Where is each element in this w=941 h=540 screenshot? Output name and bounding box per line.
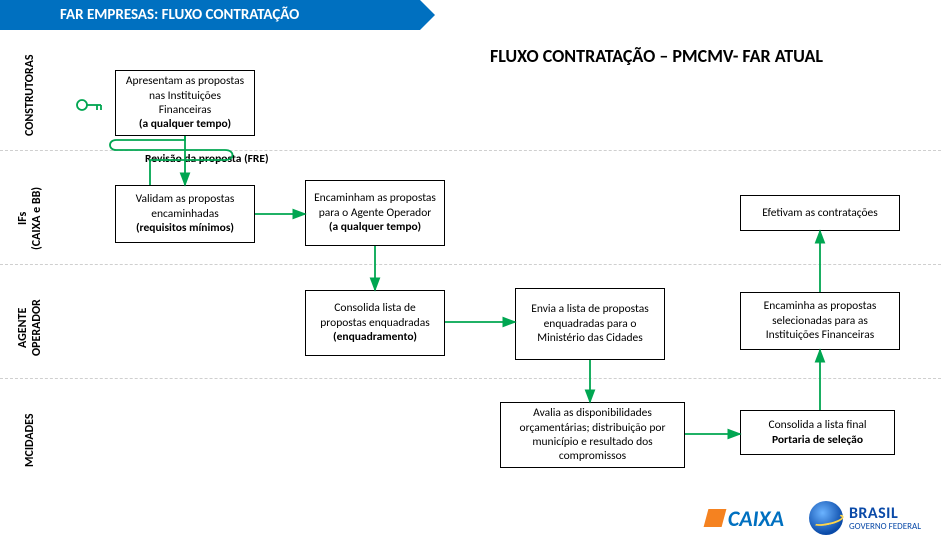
revision-label: Revisão da proposta (FRE) [145, 152, 269, 166]
lane-label-construtoras: CONSTRUTORAS [20, 48, 40, 143]
brasil-globe-icon [809, 501, 843, 535]
lane-divider [0, 378, 941, 379]
page-subtitle: FLUXO CONTRATAÇÃO – PMCMV- FAR ATUAL [490, 45, 823, 67]
brasil-top: BRASIL [849, 506, 921, 522]
lane-divider [0, 150, 941, 151]
lane-label-ifs: IFs (CAIXA e BB) [20, 178, 40, 258]
flow-box-b9: Efetivam as contratações [740, 195, 900, 231]
flow-box-b4: Consolida lista de propostas enquadradas… [305, 290, 445, 356]
caixa-square-icon [703, 509, 726, 527]
flow-box-b6: Avalia as disponibilidades orçamentárias… [500, 402, 685, 468]
brasil-bottom: GOVERNO FEDERAL [849, 521, 921, 532]
flow-box-b1: Apresentam as propostas nas Instituições… [115, 70, 255, 136]
flow-box-b8: Encaminha as propostas selecionadas para… [740, 292, 900, 350]
lane-label-agente: AGENTE OPERADOR [20, 285, 40, 370]
flow-box-b5: Envia a lista de propostas enquadradas p… [515, 288, 665, 360]
flow-box-b7: Consolida a lista finalPortaria de seleç… [740, 410, 895, 455]
key-icon [75, 95, 105, 115]
logo-caixa: CAIXA [706, 505, 784, 532]
footer-logos: CAIXA BRASIL GOVERNO FEDERAL [706, 501, 921, 535]
logo-brasil-text: BRASIL GOVERNO FEDERAL [849, 506, 921, 531]
lane-divider [0, 264, 941, 265]
flow-box-b3: Encaminham as propostas para o Agente Op… [305, 180, 445, 246]
header-title: FAR EMPRESAS: FLUXO CONTRATAÇÃO [60, 6, 299, 24]
lane-label-mcidades: MCIDADES [20, 400, 40, 480]
flow-box-b2: Validam as propostas encaminhadas(requis… [115, 185, 255, 243]
logo-caixa-text: CAIXA [728, 505, 784, 532]
logo-brasil: BRASIL GOVERNO FEDERAL [809, 501, 921, 535]
header-banner: FAR EMPRESAS: FLUXO CONTRATAÇÃO [0, 0, 420, 30]
